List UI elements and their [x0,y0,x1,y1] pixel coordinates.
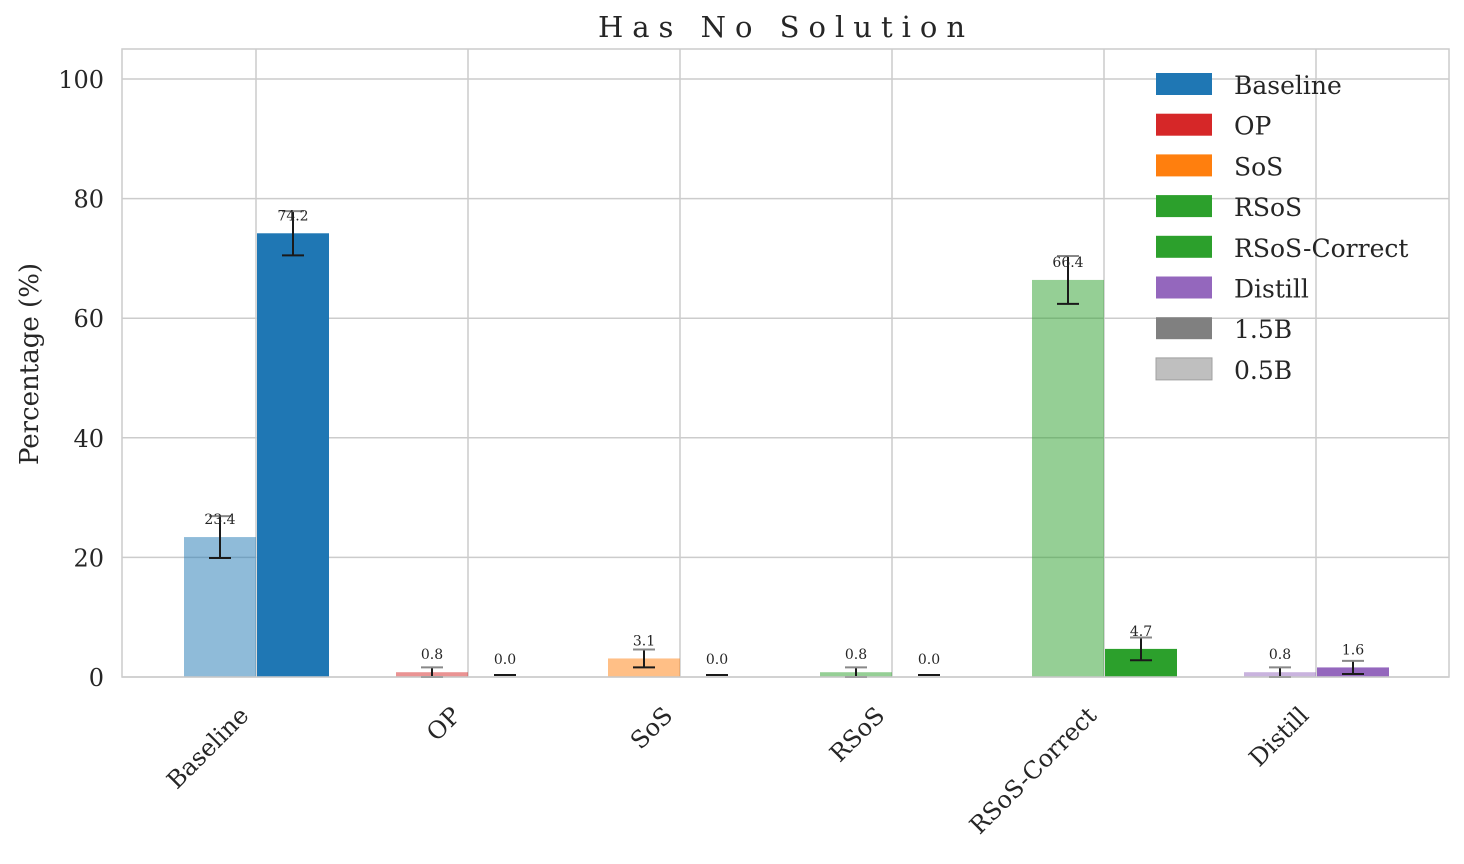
y-tick-label: 0 [89,664,104,692]
legend-label: 1.5B [1234,315,1292,344]
y-tick-label: 80 [73,186,104,214]
legend-entry: RSoS-Correct [1156,234,1408,263]
data-label: 23.4 [204,512,235,528]
y-tick-label: 100 [58,66,104,94]
data-label: 0.0 [918,652,940,668]
legend-label: Baseline [1234,71,1342,100]
legend-label: SoS [1234,152,1283,181]
data-labels: 23.4 0.8 3.1 0.8 66.4 0.8 74.2 0.0 0.0 0.0 4.7 1.6 [204,208,1364,668]
y-tick-label: 60 [73,305,104,333]
x-tick-label: SoS [625,701,678,754]
data-label: 0.0 [706,652,728,668]
x-tick-labels: Baseline OP SoS RSoS RSoS-Correct Distill [161,701,1314,839]
x-tick-label: RSoS [824,701,890,767]
data-label: 74.2 [277,208,308,224]
grid [122,49,1449,678]
legend-swatch [1156,276,1212,299]
legend-swatch [1155,357,1213,381]
legend-swatch [1156,73,1212,95]
data-label: 0.8 [845,647,867,663]
y-tick-labels: 0 20 40 60 80 100 [58,66,104,692]
legend-swatch [1156,195,1212,218]
y-tick-label: 20 [73,544,104,572]
data-label: 0.0 [494,652,516,668]
x-tick-label: OP [421,701,466,746]
plot-frame [121,48,1450,678]
legend-entry: Distill [1156,275,1309,304]
legend: Baseline OP SoS RSoS RSoS-Correct Distill 1.5B… [1155,71,1408,385]
legend-entry: OP [1156,112,1271,141]
bar [1032,279,1104,677]
data-label: 66.4 [1052,255,1083,271]
legend-entry: RSoS [1156,193,1302,222]
legend-label: RSoS-Correct [1234,234,1408,263]
bar [257,233,329,677]
y-axis-label: Percentage (%) [15,263,45,465]
x-tick-label: Distill [1244,701,1315,772]
legend-label: OP [1234,112,1271,141]
data-label: 3.1 [633,633,655,649]
legend-swatch [1156,235,1212,258]
bar [184,537,256,677]
data-label: 1.6 [1342,642,1364,658]
data-label: 0.8 [421,647,443,663]
data-label: 4.7 [1130,624,1152,640]
bars [184,233,1389,677]
legend-label: 0.5B [1234,356,1292,385]
x-tick-label: Baseline [161,701,254,794]
legend-entry: 1.5B [1156,315,1292,344]
chart-title: Has No Solution [598,10,974,44]
legend-label: Distill [1234,275,1309,304]
x-tick-label: RSoS-Correct [964,701,1102,839]
legend-entry: SoS [1156,152,1283,181]
legend-swatch [1156,113,1212,136]
legend-swatch [1156,154,1212,177]
data-label: 0.8 [1269,647,1291,663]
y-tick-label: 40 [73,425,104,453]
legend-entry: 0.5B [1155,356,1292,385]
legend-label: RSoS [1234,193,1302,222]
legend-entry: Baseline [1156,71,1342,100]
legend-swatch [1156,317,1212,340]
